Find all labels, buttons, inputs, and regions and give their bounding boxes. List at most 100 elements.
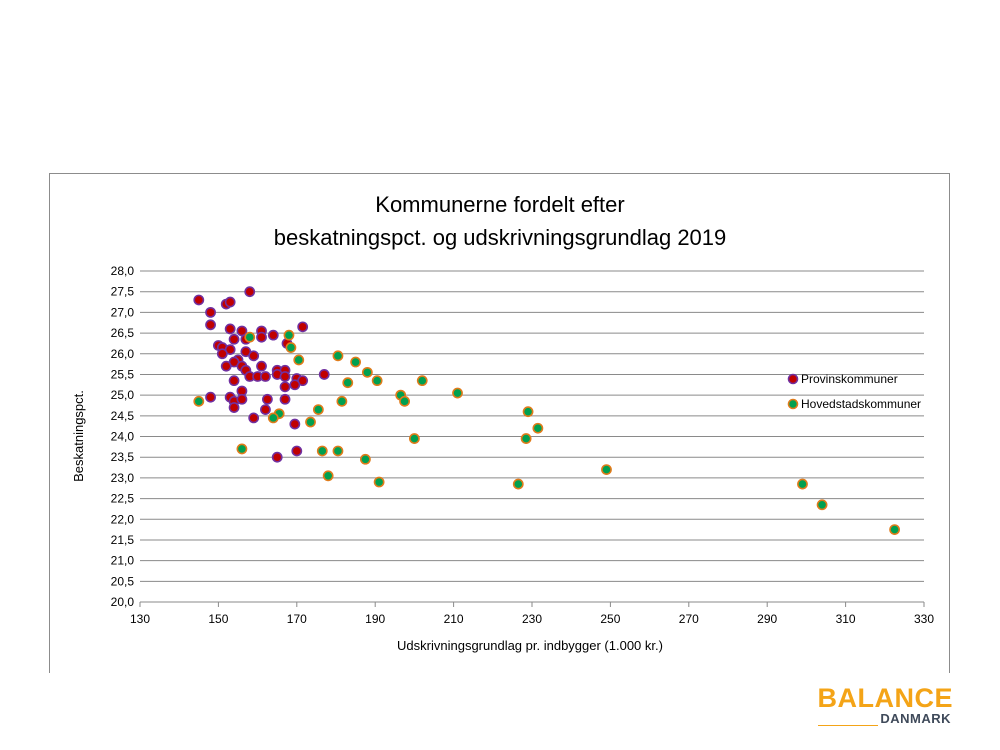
provinskommune-point	[244, 286, 256, 298]
hovedstadskommune-point	[305, 416, 316, 428]
x-tick-label: 330	[914, 612, 934, 626]
hovedstadskommune-point	[361, 366, 373, 378]
hovedstadskommune-point	[399, 395, 410, 407]
x-axis-title: Udskrivningsgrundlag pr. indbygger (1.00…	[397, 638, 663, 653]
hovedstadskommune-point	[601, 464, 612, 475]
provinskommune-point	[256, 360, 267, 372]
x-tick-label: 270	[679, 612, 699, 626]
hovedstadskommune-point	[267, 412, 279, 424]
provinskommune-point	[224, 296, 236, 308]
x-tick-label: 150	[208, 612, 228, 626]
legend-marker-hovedstadskommuner	[787, 398, 799, 410]
y-tick-label: 26,5	[111, 326, 135, 340]
hovedstadskommune-point	[520, 433, 532, 444]
hovedstadskommune-point	[332, 445, 344, 457]
legend: Provinskommuner Hovedstadskommuner	[787, 372, 921, 411]
hovedstadskommune-point	[336, 395, 348, 407]
x-tick-label: 190	[365, 612, 385, 626]
y-tick-label: 24,5	[111, 409, 135, 423]
y-tick-label: 25,0	[111, 388, 135, 402]
provinskommune-point	[236, 393, 248, 405]
provinskommune-point	[267, 329, 279, 341]
hovedstadskommune-point	[193, 395, 205, 407]
y-axis-title: Beskatningspct.	[71, 390, 86, 482]
provinskommune-point	[248, 412, 260, 424]
balance-danmark-logo: BALANCE DANMARK	[818, 683, 953, 731]
chart-title-line-1: Kommunerne fordelt efter	[375, 192, 624, 217]
hovedstadskommune-point	[452, 387, 463, 399]
hovedstadskommune-point	[316, 445, 328, 457]
hovedstadskommune-point	[283, 329, 295, 341]
y-tick-label: 25,5	[111, 367, 135, 381]
provinskommune-point	[279, 381, 291, 393]
hovedstadskommune-point	[408, 433, 420, 444]
legend-label-hovedstadskommuner: Hovedstadskommuner	[801, 397, 921, 411]
y-tick-label: 26,0	[111, 347, 135, 361]
provinskommune-point	[289, 418, 301, 430]
provinskommune-point	[205, 319, 216, 331]
provinskommune-point	[289, 379, 301, 391]
provinskommune-point	[279, 371, 291, 382]
provinskommune-point	[216, 348, 228, 360]
x-tick-label: 210	[444, 612, 464, 626]
provinskommune-point	[271, 451, 283, 463]
scatter-chart: Kommunerne fordelt efter beskatningspct.…	[71, 192, 934, 653]
y-tick-label: 20,5	[111, 574, 135, 588]
provinskommune-point	[256, 331, 267, 343]
logo-underline	[818, 725, 878, 726]
y-tick-label: 21,0	[111, 554, 135, 568]
hovedstadskommune-point	[342, 377, 354, 389]
legend-marker-provinskommuner	[787, 373, 799, 385]
legend-label-provinskommuner: Provinskommuner	[801, 372, 898, 386]
logo-word-balance: BALANCE	[817, 683, 953, 713]
hovedstadskommune-point	[371, 375, 383, 387]
y-tick-label: 24,0	[111, 430, 135, 444]
x-tick-label: 310	[836, 612, 856, 626]
hovedstadskommune-point	[236, 443, 248, 455]
provinskommune-point	[228, 333, 240, 345]
hovedstadskommune-point	[322, 470, 334, 482]
hovedstadskommune-point	[359, 453, 371, 465]
hovedstadskommune-point	[532, 422, 544, 434]
y-tick-label: 21,5	[111, 533, 135, 547]
y-tick-label: 23,0	[111, 471, 135, 485]
provinskommune-point	[260, 371, 271, 382]
hovedstadskommune-point	[285, 342, 297, 353]
hovedstadskommune-point	[512, 478, 524, 490]
hovedstadskommune-point	[889, 524, 900, 535]
provinskommune-point	[228, 402, 240, 413]
hovedstadskommune-point	[373, 476, 385, 488]
provinskommune-point	[318, 369, 330, 380]
provinskommune-point	[261, 393, 273, 405]
chart-frame: Kommunerne fordelt efter beskatningspct.…	[49, 173, 950, 673]
y-tick-label: 22,0	[111, 512, 135, 526]
x-tick-label: 130	[130, 612, 150, 626]
provinskommune-point	[220, 360, 232, 372]
logo-word-danmark: DANMARK	[880, 711, 951, 726]
chart-title-line-2: beskatningspct. og udskrivningsgrundlag …	[274, 225, 727, 250]
provinskommune-point	[224, 323, 236, 335]
hovedstadskommune-point	[816, 499, 828, 511]
hovedstadskommune-point	[293, 354, 305, 366]
provinskommune-point	[193, 294, 205, 306]
provinskommune-point	[291, 445, 303, 457]
hovedstadskommune-point	[312, 404, 324, 416]
y-tick-label: 20,0	[111, 595, 135, 609]
hovedstadskommune-point	[416, 375, 428, 387]
provinskommune-point	[205, 391, 216, 403]
provinskommune-point	[228, 375, 240, 387]
provinskommune-point	[279, 393, 291, 405]
provinskommune-point	[260, 404, 271, 416]
provinskommune-point	[248, 350, 260, 362]
hovedstadskommune-point	[350, 356, 361, 368]
provinskommune-point	[205, 306, 216, 318]
x-tick-label: 250	[600, 612, 620, 626]
hovedstadskommune-point	[797, 478, 808, 490]
provinskommune-point	[297, 321, 309, 333]
y-tick-label: 27,5	[111, 285, 135, 299]
hovedstadskommune-point	[522, 406, 534, 418]
y-tick-label: 27,0	[111, 305, 135, 319]
hovedstadskommune-point	[244, 331, 256, 343]
y-tick-label: 28,0	[111, 264, 135, 278]
x-tick-label: 290	[757, 612, 777, 626]
